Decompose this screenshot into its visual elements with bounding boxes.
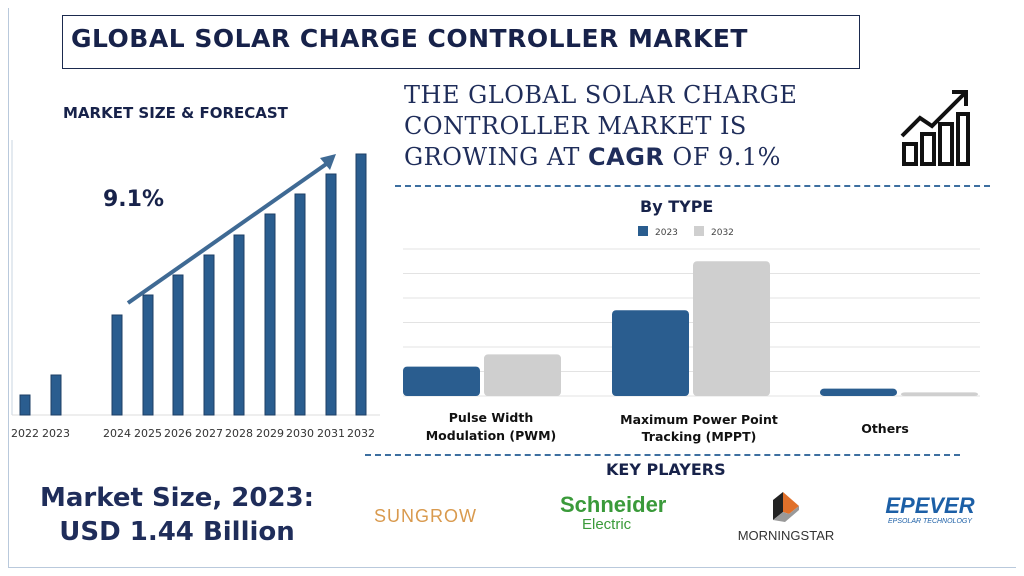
bar-2032-0 [484,354,561,396]
market-size-value: USD 1.44 Billion [59,517,295,547]
bar-2023 [50,374,62,416]
bar-2026 [172,274,184,416]
key-players-heading: KEY PLAYERS [606,460,726,479]
legend-label: 2023 [655,228,678,238]
x-tick-label: 2028 [225,427,253,440]
x-tick-label: 2022 [11,427,39,440]
bar-2027 [203,254,215,416]
market-size-label: Market Size, 2023: [40,483,315,513]
type-chart-title: By TYPE [640,197,714,216]
headline-text: OF 9.1% [664,143,781,171]
legend-swatch [694,226,704,236]
bar-2023-1 [612,310,689,396]
type-chart: 2023 2032 Pulse Width Modulation (PWM) Maxim… [403,226,980,444]
headline-text: GROWING AT [404,143,589,171]
frame [8,8,1016,568]
market-forecast-chart: 2022 2023 2024 2025 2026 2027 2028 2029 2030 2031… [11,140,380,440]
headline-line: THE GLOBAL SOLAR CHARGE [404,81,798,109]
headline-cagr: CAGR [588,143,665,171]
x-tick-label: 2032 [347,427,375,440]
x-tick-label: 2031 [317,427,345,440]
logo-schneider: Schneider Electric [560,492,667,534]
x-tick-label: 2030 [286,427,314,440]
bar-2028 [233,234,245,416]
headline-line: GROWING AT CAGR OF 9.1% [404,142,797,173]
headline-line: CONTROLLER MARKET IS [404,112,747,140]
x-tick-label: Tracking (MPPT) [642,429,757,444]
x-tick-label: 2024 [103,427,131,440]
bar-2024 [111,314,123,416]
x-tick-label: Modulation (PWM) [426,428,557,443]
x-tick-label: Maximum Power Point [620,412,778,427]
legend-swatch [638,226,648,236]
x-tick-label: Others [861,421,909,436]
logo-morningstar: MORNINGSTAR [726,490,846,543]
legend-label: 2032 [711,228,734,238]
divider [395,185,990,187]
growth-chart-icon [900,90,970,166]
trend-arrow-head [320,154,336,170]
logo-epever: EPEVER EPSOLAR TECHNOLOGY [885,493,975,526]
x-tick-label: 2027 [195,427,223,440]
trend-arrow [126,158,334,305]
divider [365,454,960,456]
bar-2023-0 [403,366,480,396]
bar-2030 [294,193,306,416]
x-tick-label: 2029 [256,427,284,440]
x-tick-label: 2025 [134,427,162,440]
x-tick-label: Pulse Width [449,410,534,425]
cagr-label: 9.1% [103,187,164,212]
headline: THE GLOBAL SOLAR CHARGE CONTROLLER MARKE… [404,80,797,173]
bar-2023-2 [820,388,897,396]
bar-2032 [355,153,367,416]
market-size-heading: MARKET SIZE & FORECAST [63,104,288,122]
page-title: GLOBAL SOLAR CHARGE CONTROLLER MARKET [62,15,860,69]
bar-2031 [325,173,337,416]
bar-2022 [19,394,31,416]
market-size-text: Market Size, 2023: USD 1.44 Billion [40,481,314,549]
bar-2029 [264,213,276,416]
logo-sungrow: SUNGROW [374,506,477,526]
bar-2032-1 [693,261,770,396]
bar-2032-2 [901,392,978,396]
x-tick-label: 2023 [42,427,70,440]
bar-2025 [142,294,154,416]
x-tick-label: 2026 [164,427,192,440]
